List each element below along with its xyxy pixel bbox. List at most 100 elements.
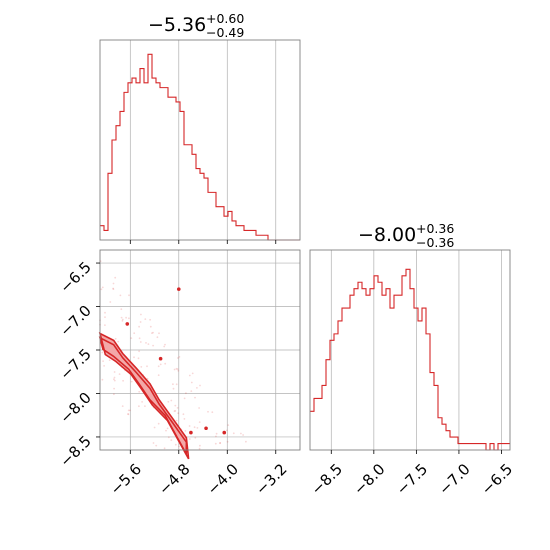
scatter-point	[173, 368, 176, 371]
scatter-point	[100, 288, 103, 291]
scatter-point	[125, 316, 127, 319]
y-tick-label: −6.5	[56, 258, 94, 296]
scatter-point	[127, 409, 130, 412]
scatter-point	[140, 366, 143, 368]
frame-bottom-right	[309, 249, 511, 451]
scatter-point	[155, 444, 158, 447]
scatter-point	[190, 390, 193, 392]
scatter-point	[128, 294, 130, 297]
scatter-point	[153, 426, 156, 429]
scatter-point	[226, 440, 229, 443]
scatter-point	[112, 288, 115, 290]
ticks-bottom-left: −5.6 −4.8 −4.0 −3.2 −6.5 −7.0 −7.5 −8.0 −8.5	[56, 258, 290, 498]
scatter-point	[156, 336, 159, 339]
scatter-point	[119, 294, 122, 297]
y-tick-label: −8.0	[56, 389, 94, 427]
scatter-point	[144, 405, 146, 407]
scatter-point	[175, 419, 178, 422]
scatter-point	[138, 405, 140, 408]
scatter-point	[207, 410, 209, 413]
scatter-point	[152, 442, 155, 444]
scatter-point	[163, 447, 166, 450]
scatter-point	[193, 426, 196, 429]
scatter-point	[113, 371, 116, 373]
outlier-points	[125, 287, 227, 435]
scatter-point	[114, 337, 117, 340]
scatter-point	[188, 438, 191, 440]
scatter-point	[112, 282, 115, 285]
scatter-point	[177, 412, 180, 415]
scatter-point	[122, 379, 124, 382]
scatter-point	[121, 405, 124, 407]
ticks-bottom-right: −8.5 −8.0 −7.5 −7.0 −6.5	[308, 450, 516, 499]
ticks-top-left	[129, 240, 277, 244]
scatter-point	[157, 374, 160, 377]
panel-bottom-left: −5.6 −4.8 −4.0 −3.2 −6.5 −7.0 −7.5 −8.0 −8.5	[56, 249, 301, 499]
scatter-point	[164, 362, 167, 365]
scatter-point	[226, 429, 228, 432]
scatter-point	[101, 286, 104, 289]
scatter-point	[178, 445, 180, 448]
outlier-point	[204, 426, 208, 431]
histogram-bottom-right	[310, 268, 510, 451]
scatter-point	[158, 332, 160, 335]
outlier-point	[158, 356, 163, 361]
x-tick-label: −8.5	[308, 460, 346, 498]
scatter-point	[121, 318, 124, 321]
scatter-point	[211, 411, 214, 414]
y-tick-label: −8.5	[56, 432, 94, 470]
scatter-point	[191, 372, 194, 375]
scatter-point	[184, 430, 187, 432]
title-top-left-value: −5.36	[148, 14, 206, 36]
outlier-point	[125, 322, 130, 326]
scatter-point	[152, 344, 155, 347]
scatter-point	[146, 377, 149, 380]
scatter-point	[102, 360, 104, 362]
scatter-point	[157, 365, 160, 368]
scatter-point	[173, 410, 176, 412]
scatter-point	[127, 317, 130, 320]
scatter-point	[163, 345, 166, 348]
scatter-point	[240, 432, 242, 435]
scatter-point	[183, 397, 186, 400]
scatter-point	[176, 368, 179, 370]
scatter-point	[137, 357, 140, 360]
scatter-point	[152, 331, 154, 334]
scatter-point	[167, 436, 170, 439]
scatter-point	[129, 409, 131, 412]
scatter-point	[139, 321, 142, 323]
scatter-point	[194, 436, 197, 439]
scatter-point	[113, 376, 116, 379]
scatter-point	[219, 442, 221, 445]
scatter-point	[139, 341, 142, 343]
scatter-point	[214, 442, 217, 445]
scatter-point	[198, 447, 201, 450]
scatter-point	[109, 301, 112, 303]
title-bottom-right-minus: −0.36	[416, 235, 454, 250]
title-top-left-plus: +0.60	[206, 11, 244, 26]
scatter-point	[190, 381, 193, 384]
scatter-point	[117, 340, 120, 343]
outlier-point	[222, 430, 227, 435]
scatter-point	[113, 379, 116, 382]
scatter-point	[242, 434, 245, 436]
scatter-point	[144, 318, 147, 320]
scatter-point	[167, 400, 170, 403]
scatter-point	[174, 410, 177, 412]
x-tick-label: −8.0	[350, 460, 388, 498]
scatter-point	[130, 380, 133, 383]
title-bottom-right-value: −8.00	[358, 224, 416, 246]
frame-top-left	[99, 39, 301, 241]
scatter-point	[103, 365, 105, 367]
scatter-point	[174, 443, 177, 446]
scatter-point	[196, 387, 198, 389]
panel-top-left: −5.36 +0.60 −0.49	[99, 11, 301, 244]
scatter-point	[198, 421, 201, 423]
scatter-point	[146, 365, 148, 368]
title-bottom-right-plus: +0.36	[416, 221, 454, 236]
scatter-point	[170, 439, 173, 442]
scatter-point	[138, 390, 141, 393]
scatter-point	[112, 287, 114, 290]
title-top-left-minus: −0.49	[206, 25, 244, 40]
